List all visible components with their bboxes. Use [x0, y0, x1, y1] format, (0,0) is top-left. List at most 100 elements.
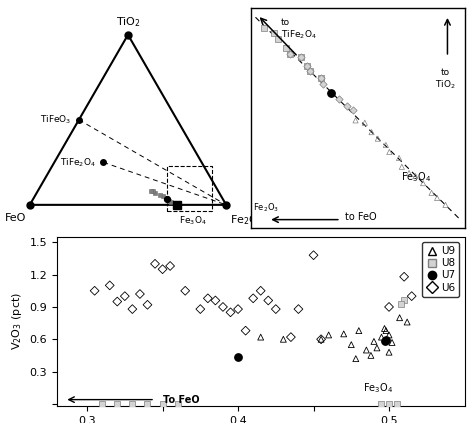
Text: Fe$_2$O$_3$: Fe$_2$O$_3$: [253, 202, 279, 214]
Point: [260, 25, 268, 32]
Point: [363, 347, 370, 354]
Point: [257, 287, 264, 294]
Point: [270, 29, 277, 36]
Point: [274, 36, 282, 43]
Point: [106, 282, 113, 289]
Text: TiFe$_2$O$_4$: TiFe$_2$O$_4$: [60, 156, 96, 169]
Point: [412, 173, 419, 179]
Point: [306, 67, 313, 74]
Point: [428, 190, 435, 196]
Bar: [167, 165, 212, 211]
Point: [378, 401, 385, 407]
Text: Fe$_3$O$_4$: Fe$_3$O$_4$: [364, 381, 393, 395]
Point: [234, 306, 242, 313]
Point: [398, 163, 406, 170]
Point: [113, 298, 121, 305]
Point: [317, 336, 325, 343]
Point: [349, 106, 357, 113]
Point: [166, 263, 174, 269]
Point: [164, 195, 171, 202]
Point: [388, 339, 396, 346]
Text: Fe$_2$O$_3$: Fe$_2$O$_3$: [230, 213, 264, 226]
Point: [91, 287, 99, 294]
Text: to
TiO$_2$: to TiO$_2$: [435, 68, 456, 91]
Point: [397, 300, 405, 307]
Point: [159, 192, 167, 199]
Point: [144, 302, 151, 308]
Point: [272, 306, 280, 313]
Point: [385, 349, 393, 356]
Point: [403, 319, 411, 325]
Point: [121, 293, 128, 299]
Point: [219, 304, 227, 310]
Point: [368, 129, 375, 135]
Point: [204, 295, 212, 302]
Point: [306, 67, 313, 74]
Point: [242, 327, 249, 334]
Text: Fe$_3$O$_4$: Fe$_3$O$_4$: [179, 215, 207, 227]
Text: TiFeO$_3$: TiFeO$_3$: [40, 113, 71, 126]
Point: [352, 117, 359, 124]
Point: [382, 327, 390, 334]
Point: [182, 287, 189, 294]
Point: [297, 54, 305, 61]
Point: [401, 273, 408, 280]
Point: [156, 192, 164, 199]
Point: [374, 135, 382, 142]
Point: [343, 103, 351, 110]
Text: Fe$_3$O$_4$: Fe$_3$O$_4$: [401, 170, 431, 184]
Point: [113, 401, 121, 407]
Point: [370, 338, 378, 345]
Point: [319, 81, 327, 88]
Point: [367, 352, 375, 359]
Point: [303, 63, 311, 69]
Point: [286, 51, 293, 58]
Point: [164, 195, 171, 202]
Point: [264, 297, 272, 304]
Point: [355, 327, 363, 334]
Y-axis label: V$_2$O$_3$ (pct): V$_2$O$_3$ (pct): [10, 293, 24, 350]
Point: [382, 336, 390, 343]
Point: [128, 306, 136, 313]
Point: [211, 297, 219, 304]
Point: [149, 187, 157, 194]
Point: [128, 401, 136, 407]
Point: [174, 401, 182, 407]
Point: [385, 148, 393, 155]
Point: [347, 341, 355, 348]
Point: [335, 96, 343, 103]
Point: [151, 261, 159, 267]
Point: [395, 154, 403, 161]
Point: [165, 198, 173, 204]
Point: [317, 75, 325, 82]
Point: [99, 401, 106, 407]
Point: [310, 252, 317, 258]
Point: [295, 306, 302, 313]
Point: [287, 334, 295, 341]
Point: [396, 314, 403, 321]
Point: [382, 142, 390, 148]
Point: [393, 401, 401, 407]
Point: [419, 180, 427, 187]
Point: [303, 63, 311, 69]
Point: [373, 344, 381, 351]
Point: [340, 330, 347, 337]
Point: [385, 304, 393, 310]
Point: [327, 90, 334, 96]
Point: [361, 119, 369, 126]
Point: [401, 297, 408, 304]
Point: [442, 201, 449, 208]
Point: [378, 334, 385, 341]
Point: [433, 195, 441, 201]
Point: [381, 325, 388, 332]
Point: [286, 51, 293, 58]
Point: [257, 334, 264, 341]
Point: [381, 338, 388, 344]
Point: [317, 336, 325, 343]
Text: TiO$_2$: TiO$_2$: [116, 15, 140, 29]
Point: [408, 293, 416, 299]
Point: [159, 266, 166, 272]
Point: [385, 332, 393, 338]
Point: [317, 75, 325, 82]
Point: [136, 291, 144, 297]
